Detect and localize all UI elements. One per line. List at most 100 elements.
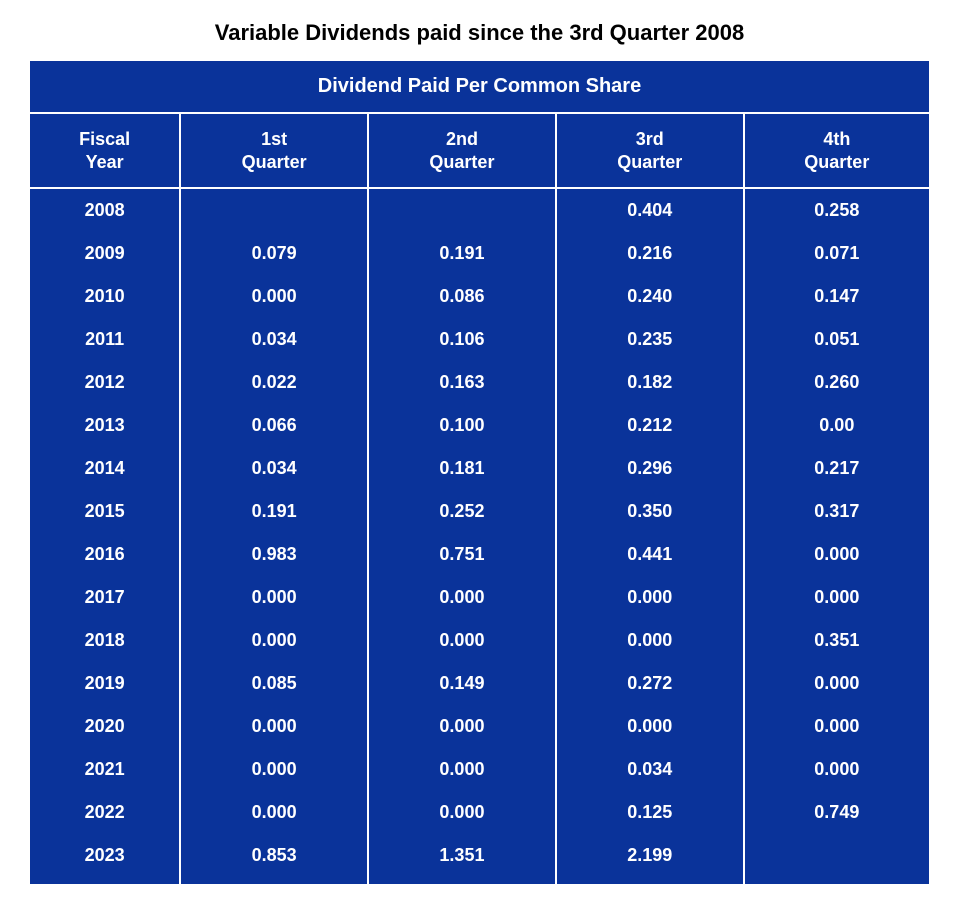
cell-value: 0.079 xyxy=(180,232,368,275)
col-header-q3: 3rdQuarter xyxy=(556,113,744,188)
table-row: 20160.9830.7510.4410.000 xyxy=(30,533,929,576)
cell-year: 2012 xyxy=(30,361,180,404)
cell-value: 0.404 xyxy=(556,188,744,232)
cell-value: 0.751 xyxy=(368,533,556,576)
cell-value: 2.199 xyxy=(556,834,744,884)
cell-value: 0.000 xyxy=(556,619,744,662)
cell-value: 0.163 xyxy=(368,361,556,404)
cell-value: 0.000 xyxy=(368,619,556,662)
table-row: 20230.8531.3512.199 xyxy=(30,834,929,884)
cell-value: 0.000 xyxy=(180,275,368,318)
cell-year: 2021 xyxy=(30,748,180,791)
cell-year: 2008 xyxy=(30,188,180,232)
cell-value xyxy=(180,188,368,232)
cell-value: 0.000 xyxy=(744,533,929,576)
cell-value: 0.051 xyxy=(744,318,929,361)
cell-year: 2017 xyxy=(30,576,180,619)
cell-value: 0.182 xyxy=(556,361,744,404)
cell-value: 0.258 xyxy=(744,188,929,232)
table-row: 20180.0000.0000.0000.351 xyxy=(30,619,929,662)
cell-value: 0.749 xyxy=(744,791,929,834)
cell-value: 0.853 xyxy=(180,834,368,884)
cell-value: 0.066 xyxy=(180,404,368,447)
table-container: Dividend Paid Per Common Share FiscalYea… xyxy=(0,61,959,914)
table-row: 20120.0220.1630.1820.260 xyxy=(30,361,929,404)
cell-value: 0.085 xyxy=(180,662,368,705)
table-body: 20080.4040.25820090.0790.1910.2160.07120… xyxy=(30,188,929,884)
table-row: 20200.0000.0000.0000.000 xyxy=(30,705,929,748)
table-row: 20170.0000.0000.0000.000 xyxy=(30,576,929,619)
table-row: 20100.0000.0860.2400.147 xyxy=(30,275,929,318)
cell-year: 2019 xyxy=(30,662,180,705)
table-column-headers: FiscalYear 1stQuarter 2ndQuarter 3rdQuar… xyxy=(30,113,929,188)
cell-value: 0.022 xyxy=(180,361,368,404)
cell-year: 2011 xyxy=(30,318,180,361)
cell-value: 0.212 xyxy=(556,404,744,447)
cell-year: 2013 xyxy=(30,404,180,447)
table-row: 20220.0000.0000.1250.749 xyxy=(30,791,929,834)
cell-value: 0.235 xyxy=(556,318,744,361)
cell-value: 0.000 xyxy=(368,705,556,748)
cell-year: 2022 xyxy=(30,791,180,834)
cell-value: 0.317 xyxy=(744,490,929,533)
cell-value: 0.191 xyxy=(368,232,556,275)
cell-value: 0.000 xyxy=(744,748,929,791)
cell-value: 0.260 xyxy=(744,361,929,404)
col-header-q1: 1stQuarter xyxy=(180,113,368,188)
cell-year: 2015 xyxy=(30,490,180,533)
cell-value: 1.351 xyxy=(368,834,556,884)
cell-value: 0.149 xyxy=(368,662,556,705)
cell-value xyxy=(744,834,929,884)
cell-value: 0.000 xyxy=(368,791,556,834)
cell-value: 0.296 xyxy=(556,447,744,490)
cell-value: 0.983 xyxy=(180,533,368,576)
cell-value: 0.034 xyxy=(180,318,368,361)
cell-value: 0.000 xyxy=(368,576,556,619)
table-row: 20150.1910.2520.3500.317 xyxy=(30,490,929,533)
cell-value: 0.000 xyxy=(180,619,368,662)
table-row: 20130.0660.1000.2120.00 xyxy=(30,404,929,447)
cell-year: 2016 xyxy=(30,533,180,576)
cell-value: 0.000 xyxy=(180,748,368,791)
table-row: 20190.0850.1490.2720.000 xyxy=(30,662,929,705)
table-row: 20110.0340.1060.2350.051 xyxy=(30,318,929,361)
cell-value: 0.240 xyxy=(556,275,744,318)
cell-value: 0.00 xyxy=(744,404,929,447)
cell-value: 0.441 xyxy=(556,533,744,576)
cell-year: 2023 xyxy=(30,834,180,884)
cell-value: 0.272 xyxy=(556,662,744,705)
cell-value: 0.034 xyxy=(180,447,368,490)
cell-value: 0.071 xyxy=(744,232,929,275)
cell-value: 0.217 xyxy=(744,447,929,490)
cell-year: 2009 xyxy=(30,232,180,275)
cell-value: 0.181 xyxy=(368,447,556,490)
cell-year: 2020 xyxy=(30,705,180,748)
cell-value: 0.252 xyxy=(368,490,556,533)
cell-year: 2014 xyxy=(30,447,180,490)
col-header-q4: 4thQuarter xyxy=(744,113,929,188)
table-row: 20090.0790.1910.2160.071 xyxy=(30,232,929,275)
cell-value: 0.106 xyxy=(368,318,556,361)
table-row: 2008 0.4040.258 xyxy=(30,188,929,232)
page-title: Variable Dividends paid since the 3rd Qu… xyxy=(0,0,959,61)
cell-value: 0.086 xyxy=(368,275,556,318)
cell-value: 0.147 xyxy=(744,275,929,318)
cell-value: 0.350 xyxy=(556,490,744,533)
col-header-fiscal-year: FiscalYear xyxy=(30,113,180,188)
cell-value: 0.000 xyxy=(556,705,744,748)
cell-value: 0.000 xyxy=(744,576,929,619)
cell-year: 2010 xyxy=(30,275,180,318)
cell-value: 0.000 xyxy=(180,576,368,619)
cell-value: 0.100 xyxy=(368,404,556,447)
table-row: 20140.0340.1810.2960.217 xyxy=(30,447,929,490)
cell-value: 0.000 xyxy=(556,576,744,619)
cell-value: 0.000 xyxy=(180,705,368,748)
cell-value: 0.125 xyxy=(556,791,744,834)
cell-value xyxy=(368,188,556,232)
cell-year: 2018 xyxy=(30,619,180,662)
table-super-header: Dividend Paid Per Common Share xyxy=(30,61,929,113)
cell-value: 0.000 xyxy=(744,705,929,748)
cell-value: 0.000 xyxy=(744,662,929,705)
dividends-table: Dividend Paid Per Common Share FiscalYea… xyxy=(30,61,929,884)
col-header-q2: 2ndQuarter xyxy=(368,113,556,188)
